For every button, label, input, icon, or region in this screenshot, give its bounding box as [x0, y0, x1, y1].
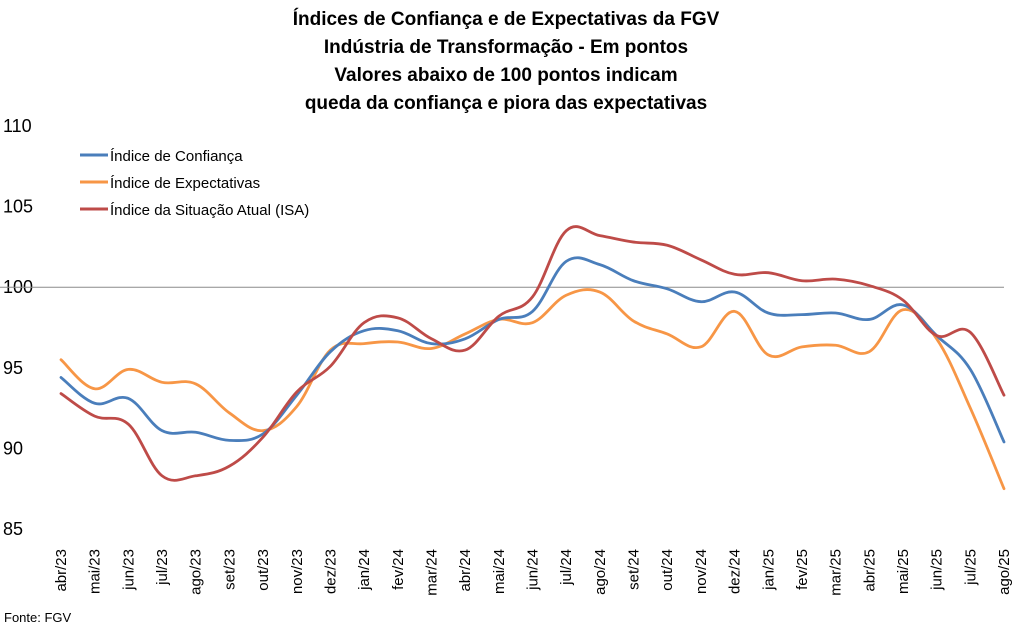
x-tick-label: mai/23	[87, 549, 104, 594]
y-tick-label: 90	[3, 438, 23, 458]
x-axis: abr/23 mai/23 jun/23 jul/23 ago/23 set/23 out/…	[53, 549, 1012, 596]
series-line-3	[59, 225, 1006, 482]
legend-label: Índice de Confiança	[110, 148, 243, 165]
source-note: Fonte: FGV	[4, 610, 72, 625]
x-tick-label: mai/25	[895, 549, 912, 594]
title-line-2: Indústria de Transformação - Em pontos	[323, 37, 689, 58]
x-tick-label: jun/23	[120, 549, 137, 591]
x-tick-label: jul/25	[962, 549, 979, 586]
legend-label: Índice da Situação Atual (ISA)	[110, 202, 309, 219]
x-tick-label: nov/23	[289, 549, 306, 594]
title-line-1: Índices de Confiança e de Expectativas d…	[292, 9, 720, 30]
x-tick-label: fev/24	[390, 549, 407, 590]
y-tick-label: 85	[3, 519, 23, 539]
x-tick-label: abr/24	[457, 549, 474, 592]
x-tick-label: ago/25	[996, 549, 1012, 595]
x-tick-label: abr/25	[861, 549, 878, 592]
x-tick-label: jun/25	[929, 549, 946, 591]
title-line-4: queda da confiança e piora das expectati…	[304, 93, 708, 114]
x-tick-label: nov/24	[693, 549, 710, 594]
x-tick-label: ago/23	[188, 549, 205, 595]
y-tick-label: 110	[3, 116, 32, 136]
x-tick-label: dez/23	[322, 549, 339, 594]
legend: Índice de Confiança Índice de Expectativa…	[80, 148, 309, 219]
series-line-1	[59, 256, 1006, 444]
legend-label: Índice de Expectativas	[110, 175, 260, 192]
x-tick-label: jan/24	[356, 549, 373, 591]
x-tick-label: mar/24	[423, 549, 440, 596]
x-tick-label: jun/24	[525, 549, 542, 591]
x-tick-label: mar/25	[828, 549, 845, 596]
x-tick-label: set/23	[221, 549, 238, 590]
x-tick-label: fev/25	[794, 549, 811, 590]
series-lines	[59, 225, 1006, 491]
chart-title: Índices de Confiança e de Expectativas d…	[0, 6, 1012, 118]
y-tick-label: 105	[3, 197, 33, 217]
x-tick-label: abr/23	[53, 549, 70, 592]
x-tick-label: mai/24	[491, 549, 508, 594]
x-tick-label: out/24	[659, 549, 676, 591]
x-tick-label: jan/25	[760, 549, 777, 591]
x-tick-label: ago/24	[592, 549, 609, 595]
x-tick-label: jul/24	[558, 549, 575, 586]
title-line-3: Valores abaixo de 100 pontos indicam	[334, 65, 678, 86]
x-tick-label: out/23	[255, 549, 272, 591]
series-line-2	[59, 288, 1006, 491]
x-tick-label: dez/24	[727, 549, 744, 594]
y-tick-label: 95	[3, 358, 23, 378]
x-tick-label: jul/23	[154, 549, 171, 586]
x-tick-label: set/24	[626, 549, 643, 590]
